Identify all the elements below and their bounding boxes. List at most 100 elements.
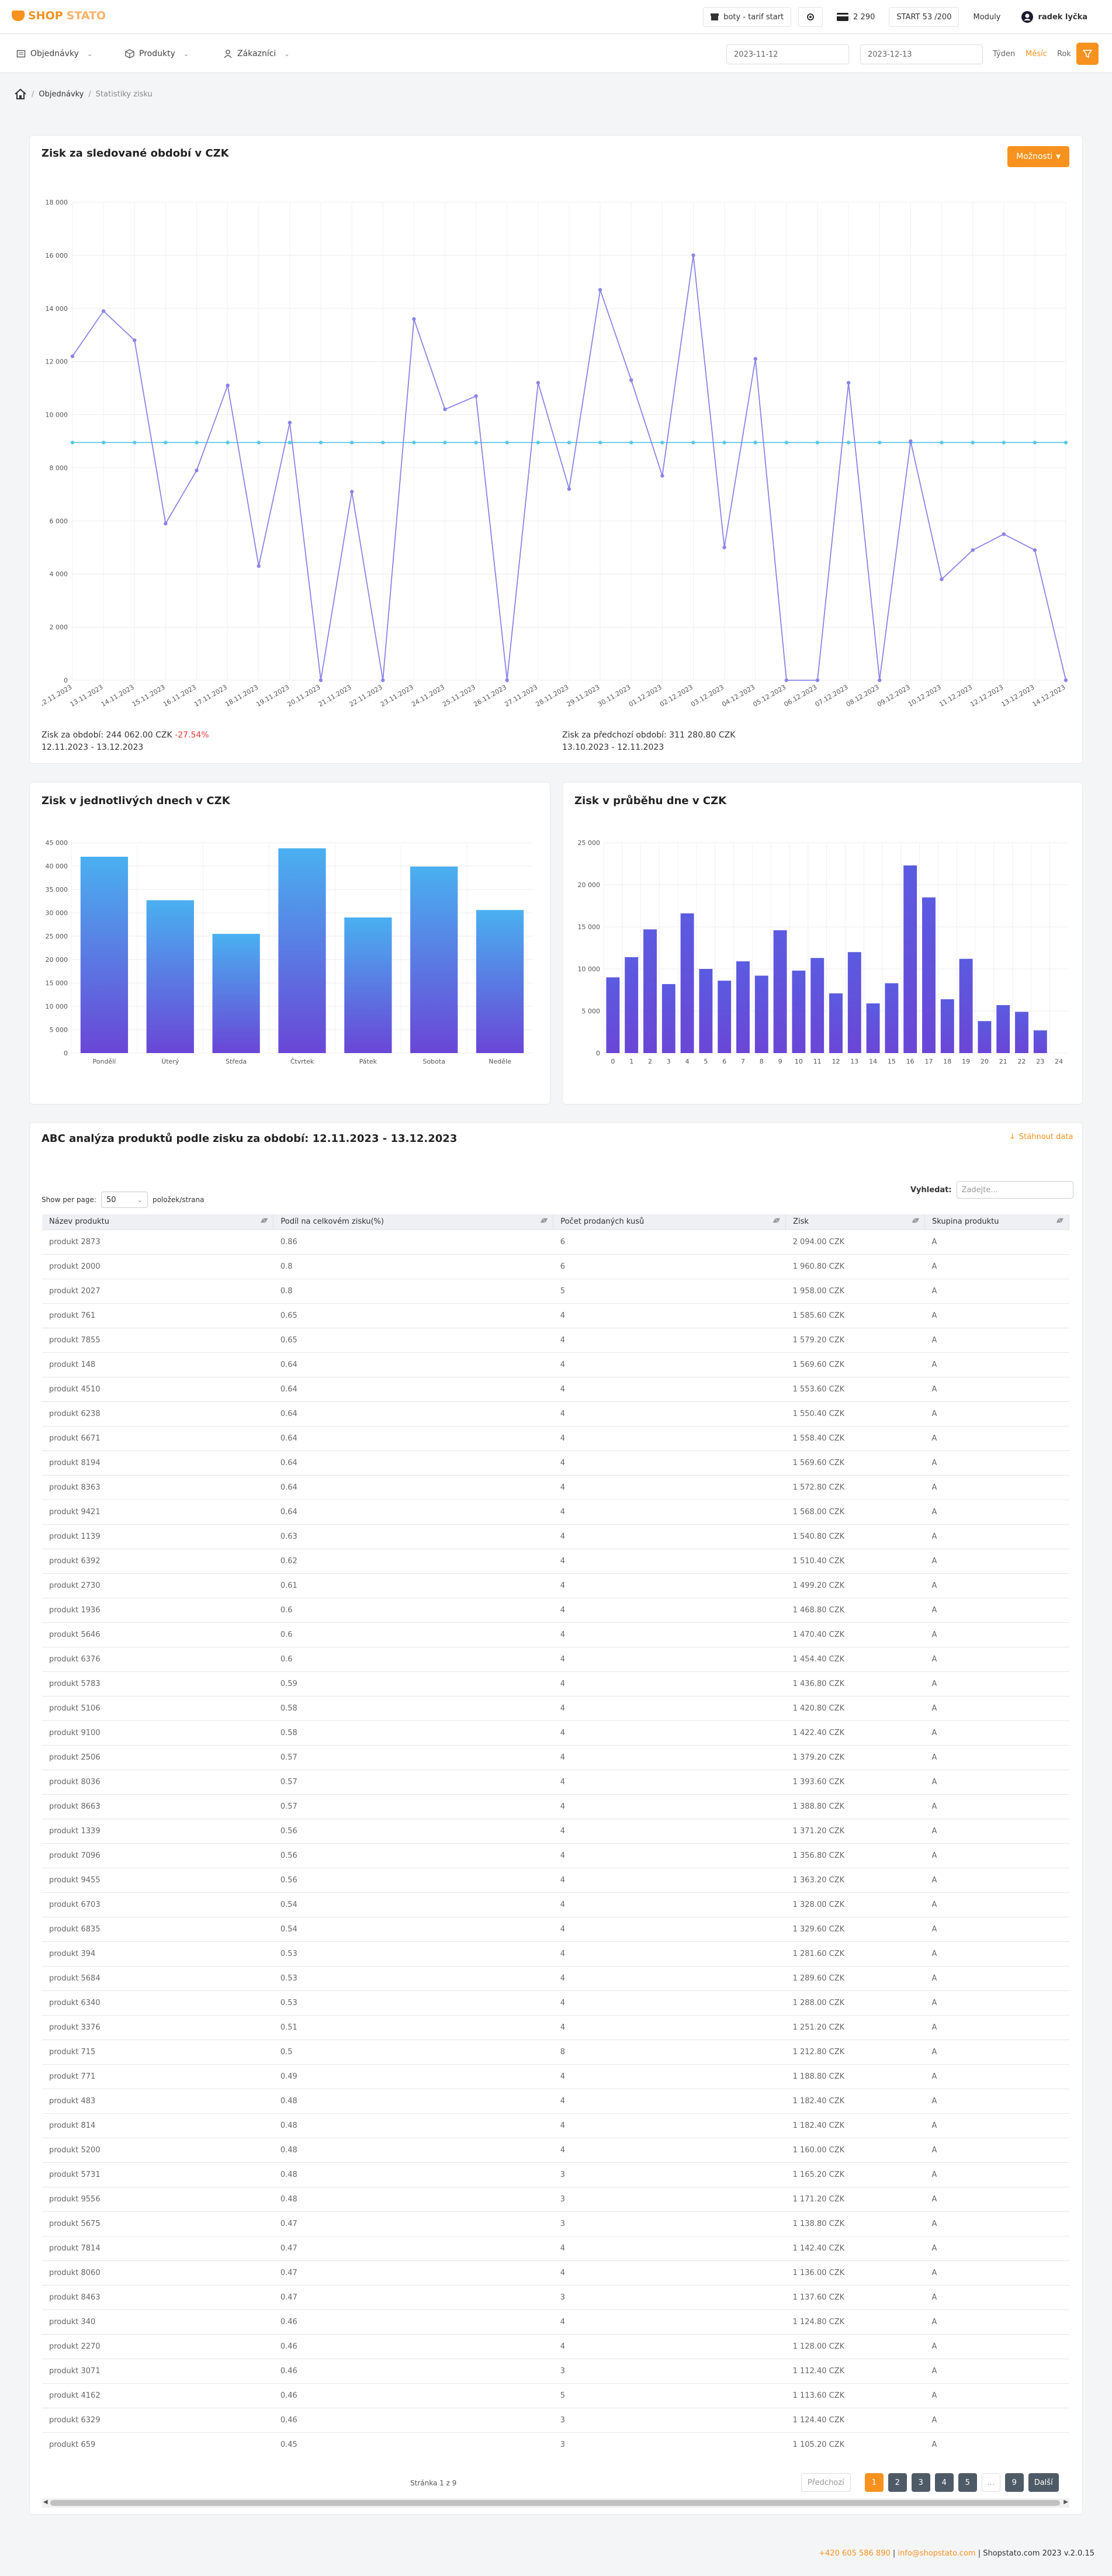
settings-button[interactable] (798, 7, 823, 27)
table-row[interactable]: produkt 7855 0.65 4 1 579.20 CZK A (42, 1327, 1069, 1352)
download-data-link[interactable]: ↓ Stáhnout data (1009, 1133, 1073, 1141)
table-row[interactable]: produkt 5646 0.6 4 1 470.40 CZK A (42, 1622, 1069, 1647)
table-row[interactable]: produkt 1139 0.63 4 1 540.80 CZK A (42, 1524, 1069, 1549)
page-button-5[interactable]: 5 (958, 2473, 977, 2492)
table-row[interactable]: produkt 9556 0.48 3 1 171.20 CZK A (42, 2186, 1069, 2211)
column-header[interactable]: Zisk ▲▼ (785, 1214, 926, 1230)
table-row[interactable]: produkt 2873 0.86 6 2 094.00 CZK A (42, 1229, 1069, 1254)
footer-email[interactable]: info@shopstato.com (898, 2549, 976, 2558)
table-row[interactable]: produkt 6703 0.54 4 1 328.00 CZK A (42, 1892, 1069, 1917)
period-week[interactable]: Týden (993, 50, 1016, 58)
page-button-3[interactable]: 3 (911, 2473, 930, 2492)
table-row[interactable]: produkt 6392 0.62 4 1 510.40 CZK A (42, 1548, 1069, 1573)
table-row[interactable]: produkt 761 0.65 4 1 585.60 CZK A (42, 1303, 1069, 1328)
page-button-2[interactable]: 2 (888, 2473, 907, 2492)
modules-button[interactable]: Moduly (966, 7, 1008, 27)
table-row[interactable]: produkt 1339 0.56 4 1 371.20 CZK A (42, 1818, 1069, 1843)
table-row[interactable]: produkt 2000 0.8 6 1 960.80 CZK A (42, 1254, 1069, 1279)
table-row[interactable]: produkt 9100 0.58 4 1 422.40 CZK A (42, 1720, 1069, 1745)
table-row[interactable]: produkt 8036 0.57 4 1 393.60 CZK A (42, 1769, 1069, 1794)
table-row[interactable]: produkt 8663 0.57 4 1 388.80 CZK A (42, 1793, 1069, 1819)
period-year[interactable]: Rok (1057, 50, 1071, 58)
table-row[interactable]: produkt 2506 0.57 4 1 379.20 CZK A (42, 1744, 1069, 1770)
shop-selector[interactable]: boty - tarif start (703, 7, 792, 27)
table-row[interactable]: produkt 4510 0.64 4 1 553.60 CZK A (42, 1376, 1069, 1401)
column-header[interactable]: Podíl na celkovém zisku(%) ▲▼ (273, 1214, 554, 1230)
table-row[interactable]: produkt 5684 0.53 4 1 289.60 CZK A (42, 1965, 1069, 1990)
column-header[interactable]: Počet prodaných kusů ▲▼ (553, 1214, 787, 1230)
table-row[interactable]: produkt 148 0.64 4 1 569.60 CZK A (42, 1352, 1069, 1377)
page-button-4[interactable]: 4 (934, 2473, 954, 2492)
page-size-select[interactable]: 50 ⌄ (101, 1192, 148, 1208)
table-row[interactable]: produkt 483 0.48 4 1 182.40 CZK A (42, 2088, 1069, 2113)
period-month[interactable]: Měsíc (1026, 50, 1047, 58)
page-button-1[interactable]: 1 (864, 2473, 884, 2492)
table-row[interactable]: produkt 6340 0.53 4 1 288.00 CZK A (42, 1990, 1069, 2015)
home-icon[interactable] (14, 88, 27, 100)
table-row[interactable]: produkt 8194 0.64 4 1 569.60 CZK A (42, 1450, 1069, 1475)
filter-button[interactable] (1076, 43, 1099, 65)
table-row[interactable]: produkt 3071 0.46 3 1 112.40 CZK A (42, 2358, 1069, 2383)
sort-icon[interactable]: ▲▼ (772, 1217, 781, 1224)
table-row[interactable]: produkt 2027 0.8 5 1 958.00 CZK A (42, 1278, 1069, 1303)
table-row[interactable]: produkt 5731 0.48 3 1 165.20 CZK A (42, 2162, 1069, 2187)
table-row[interactable]: produkt 9455 0.56 4 1 363.20 CZK A (42, 1867, 1069, 1892)
shopstato-logo[interactable]: SHOP STATO (12, 9, 106, 22)
date-from-input[interactable]: 2023-11-12 (726, 44, 849, 64)
table-row[interactable]: produkt 2270 0.46 4 1 128.00 CZK A (42, 2333, 1069, 2359)
table-row[interactable]: produkt 394 0.53 4 1 281.60 CZK A (42, 1941, 1069, 1966)
table-row[interactable]: produkt 8463 0.47 3 1 137.60 CZK A (42, 2284, 1069, 2310)
sort-icon[interactable]: ▲▼ (912, 1217, 920, 1224)
table-row[interactable]: produkt 6835 0.54 4 1 329.60 CZK A (42, 1916, 1069, 1941)
credits-display[interactable]: 2 290 (830, 7, 882, 27)
horizontal-scrollbar[interactable]: ◀ ▶ (42, 2498, 1069, 2508)
table-row[interactable]: produkt 4162 0.46 5 1 113.60 CZK A (42, 2383, 1069, 2408)
table-row[interactable]: produkt 5200 0.48 4 1 160.00 CZK A (42, 2137, 1069, 2162)
footer-phone[interactable]: +420 605 586 890 (819, 2549, 891, 2558)
bar (903, 865, 917, 1053)
table-row[interactable]: produkt 1936 0.6 4 1 468.80 CZK A (42, 1597, 1069, 1622)
table-row[interactable]: produkt 8060 0.47 4 1 136.00 CZK A (42, 2260, 1069, 2285)
date-to-input[interactable]: 2023-12-13 (860, 44, 983, 64)
table-row[interactable]: produkt 2730 0.61 4 1 499.20 CZK A (42, 1573, 1069, 1598)
prev-page-button[interactable]: Předchozí (801, 2473, 851, 2492)
scrollbar-thumb[interactable] (50, 2500, 1060, 2506)
breadcrumb-orders[interactable]: Objednávky (39, 89, 84, 99)
table-row[interactable]: produkt 8363 0.64 4 1 572.80 CZK A (42, 1474, 1069, 1500)
table-row[interactable]: produkt 3376 0.51 4 1 251.20 CZK A (42, 2014, 1069, 2040)
nav-item-customers[interactable]: Zákazníci ⌄ (223, 34, 290, 73)
table-row[interactable]: produkt 340 0.46 4 1 124.80 CZK A (42, 2309, 1069, 2334)
search-input[interactable]: Zadejte... (956, 1181, 1073, 1199)
table-row[interactable]: produkt 715 0.5 8 1 212.80 CZK A (42, 2039, 1069, 2064)
start-plan-button[interactable]: START 53 /200 (889, 7, 959, 27)
table-row[interactable]: produkt 9421 0.64 4 1 568.00 CZK A (42, 1499, 1069, 1524)
table-row[interactable]: produkt 5106 0.58 4 1 420.80 CZK A (42, 1695, 1069, 1720)
table-row[interactable]: produkt 7814 0.47 4 1 142.40 CZK A (42, 2235, 1069, 2260)
table-row[interactable]: produkt 7096 0.56 4 1 356.80 CZK A (42, 1843, 1069, 1868)
table-cell: A (924, 1548, 1069, 1573)
table-cell: A (924, 1769, 1069, 1794)
sort-icon[interactable]: ▲▼ (540, 1217, 548, 1224)
next-page-button[interactable]: Další (1028, 2473, 1059, 2492)
nav-item-products[interactable]: Produkty ⌄ (125, 34, 189, 73)
table-row[interactable]: produkt 6238 0.64 4 1 550.40 CZK A (42, 1401, 1069, 1426)
column-header[interactable]: Skupina produktu ▲▼ (924, 1214, 1069, 1230)
table-row[interactable]: produkt 6376 0.6 4 1 454.40 CZK A (42, 1646, 1069, 1671)
table-row[interactable]: produkt 5675 0.47 3 1 138.80 CZK A (42, 2211, 1069, 2236)
sort-icon[interactable]: ▲▼ (260, 1217, 268, 1224)
nav-item-orders[interactable]: Objednávky ⌄ (16, 34, 92, 73)
sort-icon[interactable]: ▲▼ (1056, 1217, 1064, 1224)
table-cell: 1 958.00 CZK (785, 1278, 925, 1303)
user-menu[interactable]: radek lyčka (1014, 7, 1094, 27)
scroll-right-arrow[interactable]: ▶ (1063, 2499, 1068, 2505)
table-row[interactable]: produkt 771 0.49 4 1 188.80 CZK A (42, 2063, 1069, 2089)
table-row[interactable]: produkt 6329 0.46 3 1 124.40 CZK A (42, 2407, 1069, 2432)
scroll-left-arrow[interactable]: ◀ (43, 2499, 48, 2505)
table-row[interactable]: produkt 5783 0.59 4 1 436.80 CZK A (42, 1671, 1069, 1696)
table-row[interactable]: produkt 814 0.48 4 1 182.40 CZK A (42, 2113, 1069, 2138)
page-button-9[interactable]: 9 (1004, 2473, 1024, 2492)
table-row[interactable]: produkt 659 0.45 3 1 105.20 CZK A (42, 2432, 1069, 2457)
column-header[interactable]: Název produktu ▲▼ (42, 1214, 274, 1230)
table-row[interactable]: produkt 6671 0.64 4 1 558.40 CZK A (42, 1425, 1069, 1450)
options-button[interactable]: Možnosti ▼ (1007, 146, 1069, 167)
